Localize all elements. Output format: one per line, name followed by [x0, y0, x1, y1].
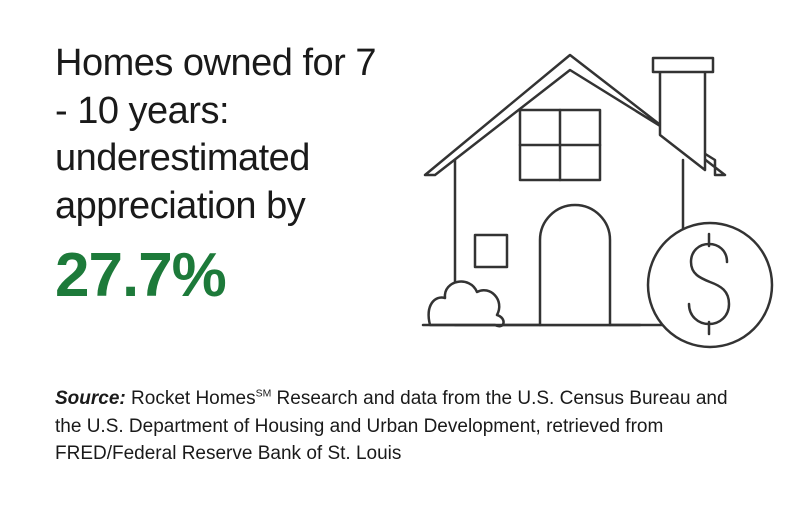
house-dollar-icon	[415, 40, 775, 350]
main-content: Homes owned for 7 - 10 years: underestim…	[55, 40, 746, 350]
source-label: Source:	[55, 388, 126, 409]
source-citation: Source: Rocket HomesSM Research and data…	[55, 385, 746, 468]
stat-value: 27.7%	[55, 240, 385, 311]
source-sm: SM	[256, 389, 272, 400]
house-illustration	[415, 40, 775, 350]
source-prefix: Rocket Homes	[126, 388, 256, 409]
headline: Homes owned for 7 - 10 years: underestim…	[55, 40, 385, 230]
text-block: Homes owned for 7 - 10 years: underestim…	[55, 40, 385, 311]
